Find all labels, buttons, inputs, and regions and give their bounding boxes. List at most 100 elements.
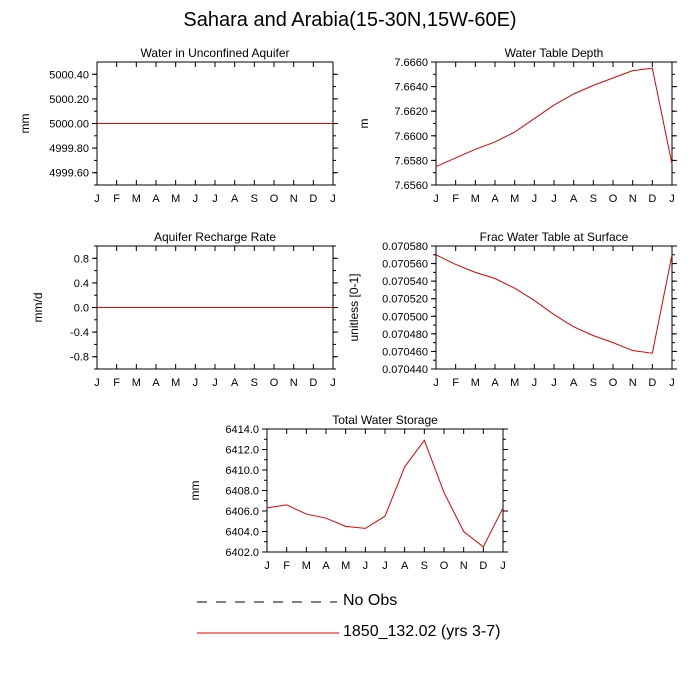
y-tick-label: 7.6560 <box>394 180 428 192</box>
y-tick-label: 5000.20 <box>49 94 89 106</box>
x-tick-label: D <box>309 377 317 389</box>
x-tick-label: J <box>500 560 506 572</box>
x-tick-label: F <box>452 377 459 389</box>
x-tick-label: M <box>510 377 519 389</box>
legend-model-entry: 1850_132.02 (yrs 3-7) <box>197 623 517 643</box>
y-tick-label: 6408.0 <box>225 486 259 498</box>
x-tick-label: O <box>270 377 279 389</box>
y-tick-label: 0.070480 <box>382 329 428 341</box>
x-tick-label: A <box>491 377 499 389</box>
y-tick-label: 0.8 <box>74 253 89 265</box>
x-tick-label: J <box>94 193 100 205</box>
x-tick-label: F <box>113 193 120 205</box>
x-tick-label: F <box>452 193 459 205</box>
x-tick-label: O <box>440 560 449 572</box>
y-tick-label: 0.070500 <box>382 311 428 323</box>
x-tick-label: D <box>309 193 317 205</box>
x-tick-label: J <box>433 193 439 205</box>
x-tick-label: M <box>171 377 180 389</box>
x-tick-label: M <box>132 377 141 389</box>
x-tick-label: J <box>433 377 439 389</box>
y-tick-label: 0.070440 <box>382 364 428 376</box>
x-tick-label: J <box>551 193 557 205</box>
legend-obs-label: No Obs <box>343 592 398 609</box>
x-tick-label: J <box>382 560 388 572</box>
y-tick-label: 0.070460 <box>382 346 428 358</box>
y-tick-label: 6404.0 <box>225 527 259 539</box>
x-tick-label: S <box>590 193 597 205</box>
plot-frame <box>435 245 673 370</box>
y-axis-label: m <box>357 119 371 129</box>
x-tick-label: N <box>629 377 637 389</box>
y-tick-label: 6402.0 <box>225 547 259 559</box>
legend-obs-entry: No Obs <box>197 592 397 612</box>
legend-model-line <box>197 632 339 634</box>
x-tick-label: A <box>152 193 160 205</box>
y-tick-label: 7.6660 <box>394 57 428 69</box>
x-tick-label: O <box>270 193 279 205</box>
x-tick-label: N <box>629 193 637 205</box>
x-tick-label: F <box>283 560 290 572</box>
x-tick-label: N <box>290 377 298 389</box>
x-tick-label: J <box>264 560 270 572</box>
x-tick-label: A <box>570 193 578 205</box>
x-tick-label: A <box>152 377 160 389</box>
x-tick-label: M <box>471 377 480 389</box>
x-tick-label: D <box>479 560 487 572</box>
y-tick-label: 5000.00 <box>49 119 89 131</box>
x-tick-label: F <box>113 377 120 389</box>
x-tick-label: N <box>290 193 298 205</box>
page-title: Sahara and Arabia(15-30N,15W-60E) <box>183 9 517 31</box>
y-tick-label: 6406.0 <box>225 506 259 518</box>
y-axis-label: unitless [0-1] <box>347 273 361 341</box>
y-axis-label: mm/d <box>31 293 45 323</box>
y-tick-label: 4999.60 <box>49 168 89 180</box>
x-tick-label: J <box>669 377 675 389</box>
legend-model-label: 1850_132.02 (yrs 3-7) <box>343 623 501 640</box>
series-line <box>435 254 673 354</box>
x-tick-label: A <box>322 560 330 572</box>
y-tick-label: 0.070520 <box>382 294 428 306</box>
x-tick-label: A <box>570 377 578 389</box>
x-tick-label: J <box>532 377 538 389</box>
x-tick-label: A <box>231 377 239 389</box>
y-axis-label: mm <box>188 481 202 501</box>
x-tick-label: S <box>251 193 258 205</box>
y-tick-label: 0.070560 <box>382 259 428 271</box>
x-tick-label: J <box>193 377 199 389</box>
x-tick-label: M <box>341 560 350 572</box>
x-tick-label: A <box>231 193 239 205</box>
y-tick-label: -0.8 <box>70 352 89 364</box>
y-tick-label: 7.6580 <box>394 155 428 167</box>
y-tick-label: 7.6620 <box>394 106 428 118</box>
x-tick-label: J <box>212 193 218 205</box>
panel-title: Total Water Storage <box>332 413 438 427</box>
y-tick-label: 6414.0 <box>225 424 259 436</box>
panel-title: Frac Water Table at Surface <box>480 230 629 244</box>
panel-title: Aquifer Recharge Rate <box>154 230 276 244</box>
y-tick-label: 6410.0 <box>225 465 259 477</box>
y-tick-label: 0.0 <box>74 303 89 315</box>
x-tick-label: J <box>551 377 557 389</box>
x-tick-label: J <box>330 377 336 389</box>
y-tick-label: 0.070540 <box>382 276 428 288</box>
x-tick-label: A <box>401 560 409 572</box>
x-tick-label: J <box>212 377 218 389</box>
y-tick-label: 5000.40 <box>49 69 89 81</box>
x-tick-label: M <box>302 560 311 572</box>
x-tick-label: M <box>132 193 141 205</box>
y-tick-label: 7.6600 <box>394 131 428 143</box>
x-tick-label: S <box>421 560 428 572</box>
x-tick-label: N <box>460 560 468 572</box>
y-axis-label: mm <box>18 114 32 134</box>
x-tick-label: J <box>669 193 675 205</box>
plot-frame <box>266 428 504 553</box>
legend-obs-line <box>197 601 337 603</box>
x-tick-label: O <box>609 377 618 389</box>
series-line <box>435 67 673 168</box>
